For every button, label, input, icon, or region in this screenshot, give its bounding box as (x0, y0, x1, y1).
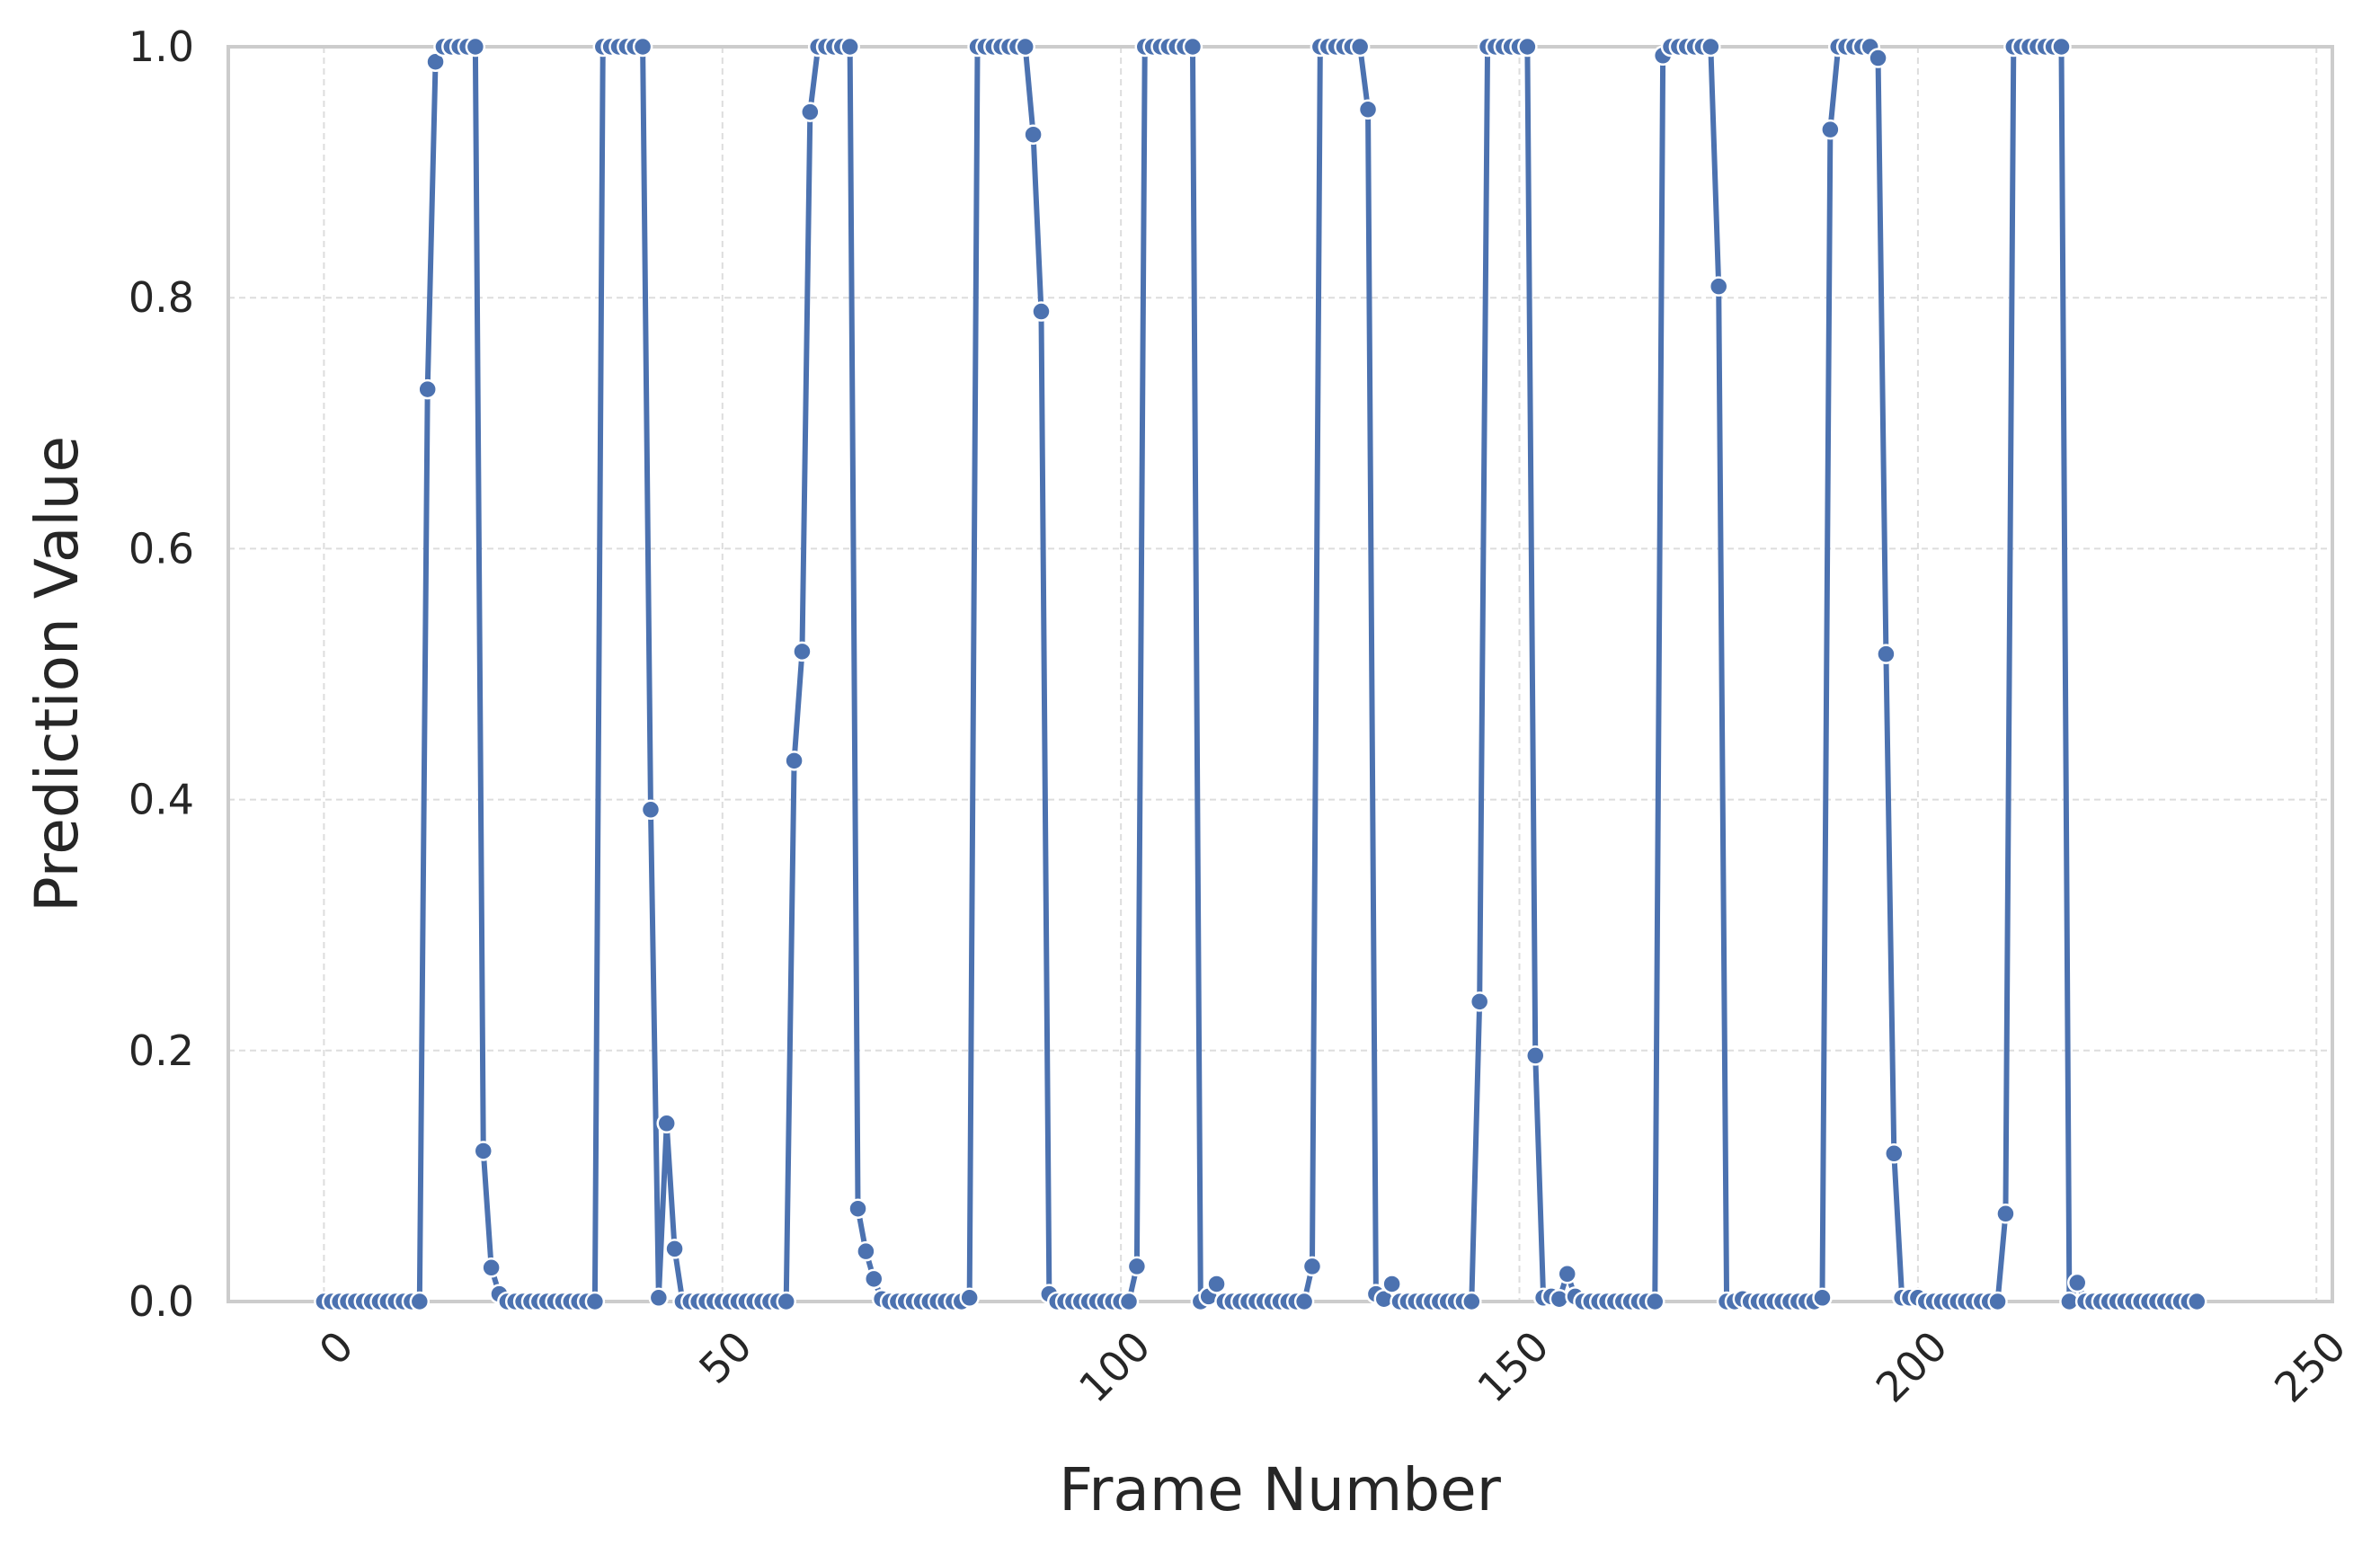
x-tick-label: 0 (310, 1321, 363, 1374)
data-point (1820, 119, 1841, 140)
data-point (1461, 1291, 1482, 1312)
data-point (664, 1239, 685, 1259)
data-point (1995, 1204, 2016, 1224)
series-layer (314, 36, 2207, 1312)
data-point (1031, 301, 1052, 322)
data-point (839, 36, 860, 58)
data-point (1645, 1291, 1665, 1312)
data-point (648, 1287, 670, 1309)
data-point (856, 1240, 876, 1262)
data-point (1023, 124, 1043, 145)
y-tick-label: 0.6 (129, 524, 194, 573)
data-point (640, 799, 662, 821)
y-axis-ticks: 0.0 0.2 0.4 0.6 0.8 1.0 (129, 22, 194, 1326)
data-point (1812, 1287, 1833, 1309)
data-point (584, 1291, 606, 1312)
x-tick-label: 150 (1468, 1321, 1558, 1411)
y-axis-label: Prediction Value (22, 436, 92, 912)
data-point (1708, 276, 1729, 297)
data-point (1357, 99, 1379, 120)
y-tick-label: 0.0 (129, 1277, 194, 1326)
data-point (1469, 991, 1490, 1012)
data-point (864, 1268, 884, 1290)
data-point (1987, 1291, 2008, 1312)
data-point (800, 102, 821, 122)
data-point (2187, 1291, 2207, 1312)
plot-area-frame (226, 45, 2334, 1303)
y-tick-label: 0.4 (129, 776, 194, 824)
data-point (481, 1257, 502, 1278)
data-point (1876, 644, 1896, 664)
data-point (1868, 48, 1888, 68)
x-tick-label: 100 (1070, 1321, 1159, 1411)
data-point (409, 1291, 431, 1312)
y-tick-label: 0.2 (129, 1026, 194, 1075)
data-point (1182, 36, 1203, 58)
data-point (1206, 1274, 1227, 1294)
data-point (1525, 1045, 1546, 1066)
data-point (465, 36, 486, 58)
data-point (473, 1141, 494, 1161)
data-point (1293, 1291, 1315, 1312)
data-point (632, 36, 653, 58)
grid-lines (228, 46, 2332, 1302)
data-point (776, 1291, 796, 1312)
data-point (417, 378, 438, 400)
data-point (1015, 36, 1035, 58)
data-point (1381, 1274, 1402, 1294)
x-tick-label: 250 (2265, 1321, 2355, 1411)
data-point (1301, 1256, 1323, 1277)
data-point (1701, 36, 1721, 58)
y-tick-label: 0.8 (129, 273, 194, 322)
data-point (1126, 1256, 1148, 1277)
data-point (959, 1287, 980, 1309)
y-tick-label: 1.0 (129, 22, 194, 71)
data-point (656, 1113, 677, 1134)
data-point (1557, 1264, 1577, 1284)
data-point (1349, 36, 1371, 58)
data-point (1118, 1291, 1140, 1312)
x-tick-label: 50 (689, 1321, 761, 1393)
data-point (784, 751, 804, 771)
x-axis-label: Frame Number (1059, 1455, 1502, 1524)
x-tick-label: 200 (1867, 1321, 1957, 1411)
data-point (848, 1198, 868, 1219)
data-point (1517, 36, 1538, 58)
x-axis-ticks: 0 50 100 150 200 250 (310, 1321, 2356, 1411)
data-point (2066, 1272, 2088, 1293)
series-line (321, 44, 2200, 1304)
data-point (1884, 1143, 1905, 1164)
data-point (792, 641, 813, 662)
data-point (2051, 36, 2072, 58)
